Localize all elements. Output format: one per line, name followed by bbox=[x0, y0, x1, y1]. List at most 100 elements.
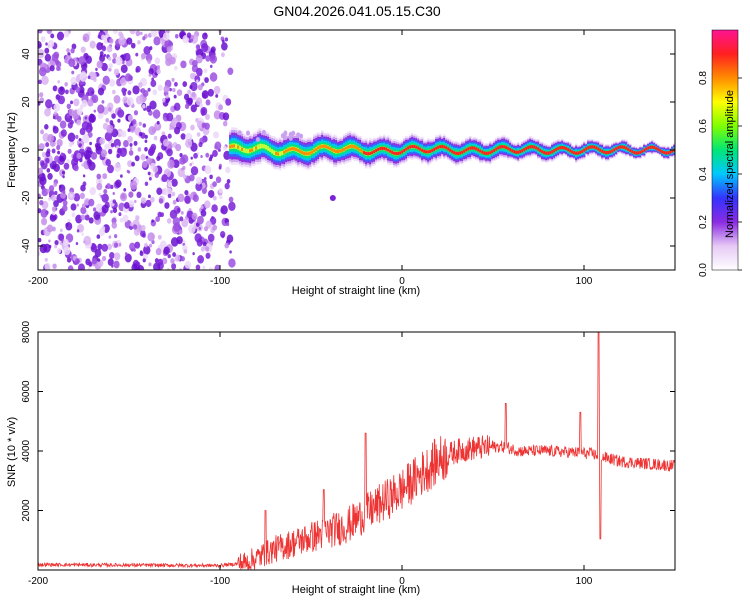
heatmap-noise-cell bbox=[53, 51, 60, 59]
heatmap-noise-cell bbox=[184, 195, 191, 204]
heatmap-noise-cell bbox=[142, 123, 147, 128]
heatmap-noise-cell bbox=[113, 252, 121, 261]
heatmap-noise-cell bbox=[157, 258, 164, 266]
heatmap-peak-cell bbox=[539, 148, 542, 152]
heatmap-noise-cell bbox=[134, 199, 137, 203]
heatmap-peak-cell bbox=[307, 152, 310, 156]
heatmap-peak-cell bbox=[471, 146, 474, 150]
heatmap-noise-cell bbox=[152, 165, 159, 173]
heatmap-noise-cell bbox=[75, 214, 83, 224]
heatmap-peak-cell bbox=[323, 144, 326, 148]
heatmap-noise-cell bbox=[188, 224, 196, 234]
heatmap-band-cell bbox=[245, 148, 248, 154]
heatmap-noise-cell bbox=[134, 241, 141, 249]
y-tick-label: 4000 bbox=[21, 439, 32, 462]
heatmap-peak-cell bbox=[513, 150, 516, 154]
heatmap-noise-cell bbox=[156, 120, 160, 125]
heatmap-noise-cell bbox=[133, 228, 140, 236]
heatmap-noise-cell bbox=[215, 176, 222, 184]
heatmap-noise-cell bbox=[66, 114, 70, 119]
heatmap-noise-cell bbox=[189, 85, 193, 90]
heatmap-peak-cell bbox=[363, 151, 366, 155]
colorbar-ticks: 0.0 0.2 0.4 0.6 0.8 bbox=[698, 71, 742, 277]
heatmap-noise-cell bbox=[120, 77, 127, 86]
heatmap-peak-cell bbox=[671, 149, 674, 153]
heatmap-peak-cell bbox=[411, 144, 414, 149]
heatmap-noise-cell bbox=[83, 149, 92, 160]
heatmap-noise-cell bbox=[150, 30, 158, 38]
heatmap-peak-cell bbox=[563, 146, 566, 150]
heatmap-noise-cell bbox=[110, 184, 114, 190]
heatmap-peak-cell bbox=[519, 150, 522, 154]
heatmap-noise-cell bbox=[105, 158, 112, 167]
heatmap-noise-cell bbox=[91, 257, 98, 265]
heatmap-noise-cell bbox=[73, 193, 81, 202]
heatmap-peak-cell bbox=[601, 149, 604, 153]
heatmap-noise-cell bbox=[62, 175, 65, 179]
heatmap-noise-cell bbox=[180, 133, 186, 140]
heatmap-noise-cell bbox=[62, 199, 68, 206]
heatmap-noise-cell bbox=[111, 113, 116, 119]
heatmap-peak-cell bbox=[397, 151, 400, 156]
heatmap-noise-cell bbox=[84, 214, 90, 221]
heatmap-noise-cell bbox=[144, 139, 148, 144]
heatmap-noise-cell bbox=[124, 252, 128, 256]
heatmap-noise-cell bbox=[89, 141, 92, 146]
heatmap-peak-cell bbox=[599, 148, 602, 152]
heatmap-noise-cell bbox=[44, 47, 50, 54]
heatmap-noise-cell bbox=[71, 212, 76, 218]
heatmap-signal-band bbox=[229, 127, 675, 201]
heatmap-noise-cell bbox=[194, 233, 202, 243]
heatmap-peak-cell bbox=[379, 147, 382, 151]
heatmap-peak-cell bbox=[593, 145, 596, 149]
heatmap-y-axis: -40 -20 0 20 40 bbox=[21, 48, 675, 253]
heatmap-noise-cell bbox=[38, 167, 44, 175]
heatmap-peak-cell bbox=[653, 145, 656, 150]
heatmap-noise-cell bbox=[78, 56, 86, 65]
heatmap-noise-cell bbox=[161, 174, 168, 183]
x-tick-label: -200 bbox=[28, 576, 48, 587]
heatmap-noise-cell bbox=[205, 55, 211, 62]
heatmap-noise-cell bbox=[67, 265, 74, 270]
heatmap-peak-cell bbox=[647, 146, 650, 150]
heatmap-noise-cell bbox=[147, 59, 152, 64]
heatmap-noise-cell bbox=[142, 104, 146, 109]
heatmap-noise-cell bbox=[134, 266, 139, 270]
heatmap-peak-cell bbox=[443, 145, 446, 149]
heatmap-noise-cell bbox=[132, 119, 137, 125]
heatmap-noise-cell bbox=[211, 204, 218, 213]
heatmap-peak-cell bbox=[321, 144, 324, 148]
heatmap-noise-cell bbox=[46, 30, 53, 35]
heatmap-peak-cell bbox=[315, 147, 318, 151]
heatmap-noise-cell bbox=[225, 98, 232, 106]
heatmap-peak-cell bbox=[573, 151, 576, 155]
heatmap-peak-cell bbox=[557, 146, 560, 151]
heatmap-noise-cell bbox=[184, 103, 190, 110]
heatmap-noise-cell bbox=[106, 183, 111, 190]
heatmap-noise-cell bbox=[118, 31, 123, 37]
heatmap-band-cell bbox=[273, 150, 276, 155]
heatmap-noise-cell bbox=[112, 52, 118, 59]
heatmap-noise-cell bbox=[70, 76, 78, 86]
heatmap-noise-cell bbox=[203, 245, 206, 250]
heatmap-noise-cell bbox=[112, 192, 115, 196]
heatmap-noise-cell bbox=[45, 142, 50, 148]
heatmap-noise-cell bbox=[96, 60, 103, 69]
heatmap-peak-cell bbox=[571, 150, 574, 154]
heatmap-band-cell bbox=[245, 130, 250, 136]
heatmap-peak-cell bbox=[621, 145, 624, 149]
heatmap-noise-cell bbox=[70, 47, 75, 54]
heatmap-noise-cell bbox=[151, 219, 154, 223]
heatmap-noise-cell bbox=[76, 152, 82, 159]
heatmap-noise-cell bbox=[173, 94, 177, 99]
heatmap-noise-cell bbox=[171, 77, 175, 82]
heatmap-noise-cell bbox=[156, 65, 161, 70]
heatmap-noise-cell bbox=[183, 249, 188, 254]
heatmap-noise-cell bbox=[208, 190, 215, 198]
heatmap-peak-cell bbox=[231, 144, 234, 148]
heatmap-noise-cell bbox=[135, 95, 143, 105]
heatmap-noise-cell bbox=[56, 145, 61, 151]
heatmap-noise-cell bbox=[60, 152, 64, 156]
heatmap-band-cell bbox=[239, 145, 242, 151]
heatmap-noise-cell bbox=[49, 213, 57, 222]
